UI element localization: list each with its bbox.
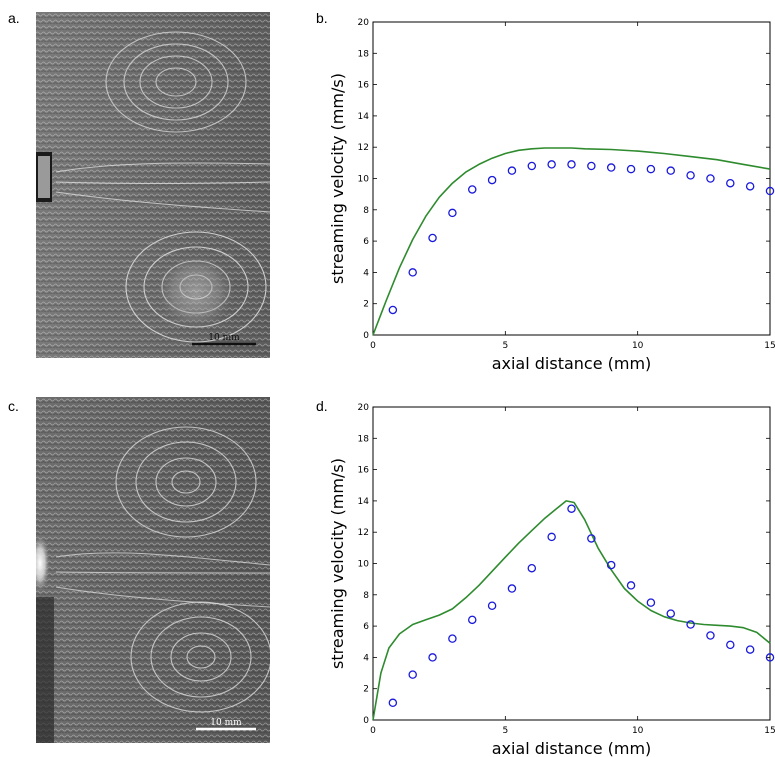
data-point bbox=[626, 164, 636, 174]
x-tick-label: 0 bbox=[370, 726, 376, 736]
y-tick-label: 8 bbox=[363, 206, 369, 216]
data-point bbox=[606, 163, 616, 172]
x-tick-label: 15 bbox=[764, 341, 775, 351]
data-point bbox=[428, 233, 437, 243]
panel-label-d: d. bbox=[316, 398, 328, 414]
data-point bbox=[646, 164, 656, 174]
data-point bbox=[726, 640, 735, 650]
x-axis-label: axial distance (mm) bbox=[492, 739, 652, 757]
chart-d-group: 0 2 4 6 8 10 12 14 16 18 20 0 5 10 15 axial distance (m… bbox=[328, 403, 775, 757]
chart-b-frame bbox=[372, 21, 771, 336]
y-tick-label: 0 bbox=[363, 331, 369, 341]
scale-bar-label-c: 10 mm bbox=[210, 718, 242, 728]
data-point bbox=[448, 634, 457, 643]
x-tick-label: 10 bbox=[632, 726, 644, 736]
data-point bbox=[686, 171, 695, 180]
x-tick-label: 5 bbox=[502, 726, 508, 736]
vortex-upper bbox=[105, 31, 247, 133]
y-tick-label: 18 bbox=[358, 49, 370, 59]
y-tick-label: 14 bbox=[358, 112, 370, 122]
series-line bbox=[372, 147, 771, 336]
data-point bbox=[527, 161, 537, 171]
y-tick-label: 16 bbox=[358, 466, 370, 476]
data-point bbox=[745, 182, 755, 191]
data-point bbox=[765, 653, 775, 662]
data-point bbox=[408, 670, 417, 679]
scale-bar-label-a: 10 mm bbox=[208, 333, 240, 343]
panel-label-c: c. bbox=[8, 398, 19, 414]
y-tick-label: 12 bbox=[358, 528, 369, 538]
series-line bbox=[372, 500, 771, 721]
y-tick-label: 4 bbox=[363, 653, 369, 663]
x-tick-label: 10 bbox=[632, 341, 644, 351]
y-tick-label: 4 bbox=[363, 268, 369, 278]
x-tick-label: 5 bbox=[502, 341, 508, 351]
y-axis-label: streaming velocity (mm/s) bbox=[328, 458, 347, 669]
data-point bbox=[547, 532, 556, 542]
data-point bbox=[487, 601, 497, 611]
panel-label-a: a. bbox=[8, 10, 20, 26]
y-tick-label: 2 bbox=[363, 300, 369, 310]
data-point bbox=[587, 161, 596, 171]
x-axis-label: axial distance (mm) bbox=[492, 354, 652, 373]
y-axis-label: streaming velocity (mm/s) bbox=[328, 73, 347, 284]
y-tick-label: 12 bbox=[358, 143, 369, 153]
data-point bbox=[666, 609, 676, 618]
data-point bbox=[726, 178, 735, 188]
data-point bbox=[448, 208, 457, 218]
data-point bbox=[487, 175, 497, 185]
y-tick-label: 6 bbox=[363, 622, 369, 632]
data-point bbox=[745, 645, 755, 654]
data-point bbox=[587, 534, 596, 543]
y-tick-label: 20 bbox=[358, 18, 370, 28]
y-tick-label: 6 bbox=[363, 237, 369, 247]
flow-visualization-image-a: 10 mm bbox=[36, 12, 270, 358]
chart-b-group: 0 2 4 6 8 10 12 14 16 18 20 0 5 10 15 axial distance (m… bbox=[328, 18, 775, 373]
flow-visualization-image-c: 10 mm bbox=[36, 397, 270, 743]
x-tick-label: 15 bbox=[764, 726, 775, 736]
data-point bbox=[606, 560, 616, 570]
panel-label-b: b. bbox=[316, 10, 328, 26]
y-tick-label: 16 bbox=[358, 81, 370, 91]
x-tick-label: 0 bbox=[370, 341, 376, 351]
y-tick-label: 0 bbox=[363, 716, 369, 726]
data-point bbox=[467, 615, 477, 625]
data-point bbox=[567, 504, 576, 513]
y-tick-label: 18 bbox=[358, 434, 370, 444]
y-tick-label: 20 bbox=[358, 403, 370, 413]
data-point bbox=[527, 563, 537, 573]
data-point bbox=[706, 174, 715, 183]
data-point bbox=[507, 584, 517, 593]
data-point bbox=[388, 698, 398, 708]
data-point bbox=[567, 160, 576, 169]
y-tick-label: 10 bbox=[358, 175, 370, 185]
data-point bbox=[428, 653, 437, 662]
data-point bbox=[467, 185, 477, 194]
data-point bbox=[765, 186, 775, 196]
y-tick-label: 2 bbox=[363, 685, 369, 695]
data-point bbox=[547, 160, 556, 169]
y-tick-label: 8 bbox=[363, 591, 369, 601]
data-point bbox=[626, 581, 636, 590]
data-point bbox=[706, 631, 715, 640]
data-point bbox=[646, 598, 656, 607]
data-point bbox=[507, 166, 517, 175]
data-point bbox=[388, 305, 398, 315]
data-point bbox=[408, 268, 417, 277]
data-point bbox=[666, 166, 676, 175]
chart-d-frame bbox=[372, 406, 771, 721]
y-tick-label: 14 bbox=[358, 497, 370, 507]
data-point bbox=[686, 620, 695, 629]
y-tick-label: 10 bbox=[358, 560, 370, 570]
